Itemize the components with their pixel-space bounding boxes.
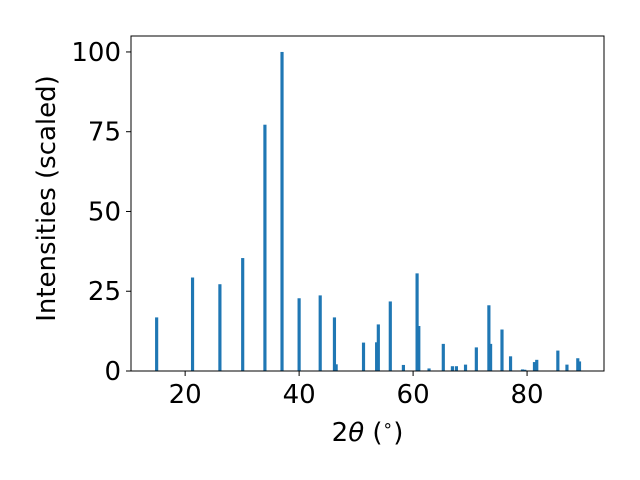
bar	[263, 124, 267, 371]
bar	[297, 298, 301, 371]
bar	[474, 347, 478, 371]
bar	[487, 305, 491, 371]
y-tick-label: 50	[88, 197, 121, 227]
y-axis-ticks: 0 25 50 75 100	[71, 38, 131, 387]
bar	[532, 362, 537, 371]
x-axis-ticks: 20 40 60 80	[169, 371, 544, 410]
plot-frame	[130, 35, 605, 372]
bar	[450, 366, 454, 371]
bar	[500, 329, 504, 371]
bar	[565, 364, 569, 371]
bar	[535, 359, 539, 371]
y-axis-label: Intensities (scaled)	[32, 75, 62, 322]
bar	[415, 273, 419, 371]
bar	[376, 324, 380, 371]
x-axis-label-degree: ∘	[383, 416, 394, 436]
bar	[576, 358, 580, 371]
bar	[523, 369, 527, 371]
bar	[190, 277, 195, 371]
bar	[417, 326, 421, 371]
bar	[318, 295, 322, 371]
bar	[454, 366, 458, 371]
x-tick-label: 20	[169, 380, 202, 410]
bar	[334, 364, 338, 371]
bar	[520, 369, 525, 371]
bar	[388, 301, 392, 371]
bar	[463, 364, 468, 371]
bar	[155, 317, 159, 371]
x-tick-label: 60	[397, 380, 430, 410]
y-tick-label: 100	[71, 38, 121, 68]
bar	[427, 368, 431, 371]
bar	[577, 361, 582, 371]
x-tick-label: 40	[283, 380, 316, 410]
x-axis-label-close: )	[393, 418, 403, 448]
bar	[361, 342, 366, 371]
y-tick-label: 75	[88, 118, 121, 148]
bar	[556, 350, 560, 371]
bars-group	[155, 51, 582, 371]
y-tick-label: 25	[88, 277, 121, 307]
x-axis-label-prefix: 2	[332, 418, 349, 448]
x-tick-label: 80	[511, 380, 544, 410]
bar	[280, 51, 284, 371]
x-axis-label: 2θ (∘)	[332, 416, 404, 448]
bar	[489, 343, 493, 371]
bar	[241, 258, 245, 371]
bar	[508, 356, 513, 371]
bar	[441, 343, 445, 371]
bar	[332, 317, 337, 371]
bar	[375, 342, 379, 371]
x-axis-label-theta: θ	[348, 418, 364, 448]
bar	[218, 284, 222, 371]
x-axis-label-paren: (	[364, 418, 382, 448]
bar	[401, 364, 405, 371]
y-tick-label: 0	[104, 357, 121, 387]
